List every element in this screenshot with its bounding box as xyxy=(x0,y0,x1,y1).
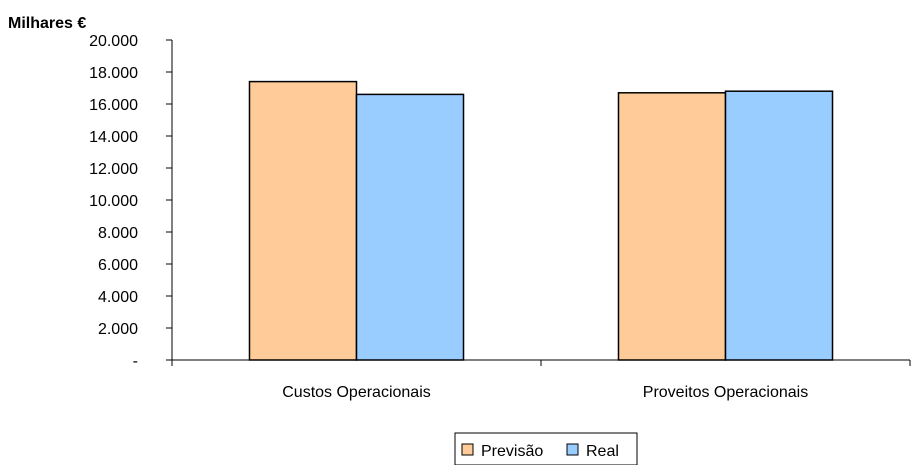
bar-previsao-0 xyxy=(248,80,358,361)
y-tick-label: 4.000 xyxy=(98,289,138,306)
y-tick-label: 18.000 xyxy=(89,65,138,82)
legend-label-previsao: Previsão xyxy=(481,443,543,460)
y-axis-title: Milhares € xyxy=(8,15,86,32)
legend: Previsão Real xyxy=(454,432,638,465)
bar-real-0 xyxy=(355,93,465,361)
category-labels: Custos Operacionais Proveitos Operacionai… xyxy=(282,384,808,401)
bars xyxy=(248,80,834,361)
y-tick-label: 20.000 xyxy=(89,33,138,50)
legend-swatch-real xyxy=(566,443,579,456)
y-tick-label: 2.000 xyxy=(98,321,138,338)
y-tick-label: 6.000 xyxy=(98,257,138,274)
x-category-label: Proveitos Operacionais xyxy=(643,384,808,401)
y-tick-label: 8.000 xyxy=(98,225,138,242)
y-tick-label: 14.000 xyxy=(89,129,138,146)
bar-previsao-1 xyxy=(617,92,727,361)
y-tick-label: 12.000 xyxy=(89,161,138,178)
legend-swatch-previsao xyxy=(461,443,474,456)
y-tick-label: - xyxy=(133,353,138,370)
legend-box xyxy=(454,432,638,465)
y-ticks: - 2.000 4.000 6.000 8.000 10.000 12.000 14.000 1… xyxy=(89,33,172,370)
y-tick-label: 16.000 xyxy=(89,97,138,114)
axes xyxy=(171,40,911,366)
y-tick-label: 10.000 xyxy=(89,193,138,210)
bar-real-1 xyxy=(724,90,834,361)
legend-label-real: Real xyxy=(586,443,619,460)
x-category-label: Custos Operacionais xyxy=(282,384,431,401)
